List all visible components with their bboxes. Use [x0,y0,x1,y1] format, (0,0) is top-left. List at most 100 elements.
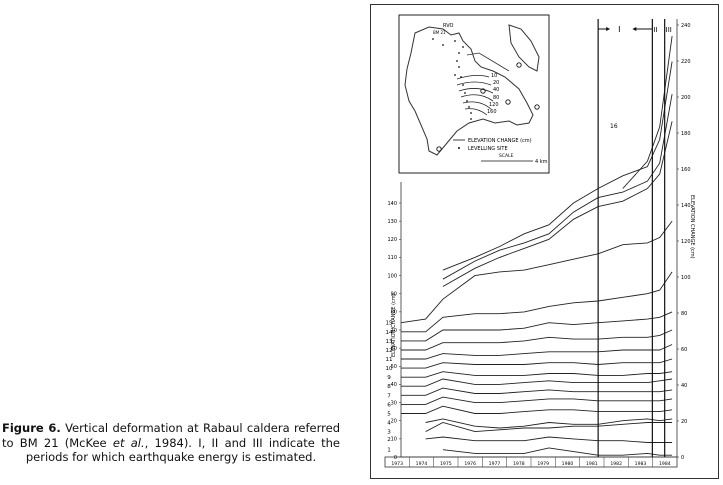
right-tick-label: 20 [681,419,687,425]
right-axis-ticks: 0 20 40 60 80 100 120 140 160 180 200 220 240 [677,23,691,461]
series-line-2 [425,436,673,443]
left-tick-label: 0 [394,455,397,461]
right-tick-label: 180 [681,131,691,137]
inset-map: 10 20 40 80 120 160 RVO BM 21 ELEVATION … [398,14,550,174]
station-label: 5 [387,411,391,417]
left-tick-label: 50 [391,364,397,370]
left-tick-label: 20 [391,419,397,425]
right-tick-label: 160 [681,167,691,173]
station-label: 3 [387,430,391,436]
station-label: 2 [387,437,391,443]
station-label: 9 [387,375,391,381]
coastline-harbour [466,52,510,72]
right-tick-label: 140 [681,203,691,209]
left-tick-label: 40 [391,382,397,388]
right-tick-label: 80 [681,311,687,317]
right-tick-label: 100 [681,275,691,281]
year-label: 1981 [586,461,598,467]
left-tick-label: 100 [387,273,397,279]
station-label: 14 [385,330,393,336]
contour-label: 10 [491,73,497,79]
series-line-upper-17 [442,94,673,280]
left-tick-label: 90 [391,292,397,298]
station-label: 7 [387,393,391,399]
series-line-3 [425,422,673,433]
site-label-bm21: BM 21 [433,30,446,35]
scale-value: 4 km [535,159,548,165]
station-label: 15 [385,321,393,327]
period-label-III: III [666,26,672,34]
period-arrowhead-II [632,27,637,31]
series-line-4 [425,418,673,429]
series-line-5 [401,405,673,414]
series-line-8 [401,378,673,387]
year-label: 1974 [416,461,428,467]
contour-label: 20 [493,80,499,86]
chart-area: 1973 1974 1975 1976 1977 1978 1979 1980 1981 1982… [384,19,695,468]
series-line-13 [401,311,673,342]
station-label: 13 [385,339,393,345]
right-tick-label: 40 [681,383,687,389]
left-tick-label: 30 [391,400,397,406]
left-tick-label: 10 [391,437,397,443]
period-label-I: I [618,25,620,34]
series-line-14 [401,271,673,333]
station-label: 10 [385,366,393,372]
series-line-9 [401,371,673,378]
series-line-15 [400,220,673,324]
legend-dot-symbol [458,147,460,149]
figure-panel: 10 20 40 80 120 160 RVO BM 21 ELEVATION … [370,4,719,479]
right-tick-label: 60 [681,347,687,353]
year-label: 1983 [635,461,647,467]
station-label: 1 [387,448,391,454]
series-line-7 [401,387,673,396]
series-line-6 [401,396,673,405]
left-tick-label: 60 [391,346,397,352]
left-tick-label: 140 [387,201,397,207]
period-label-II: II [653,26,657,34]
left-tick-label: 80 [391,310,397,316]
left-tick-label: 110 [387,255,397,261]
period-arrowhead-I [606,27,611,31]
contour-label: 80 [493,95,499,101]
left-tick-label: 70 [391,328,397,334]
caption-text-1: Vertical deformation at Rabaul caldera r… [2,421,341,450]
elevation-contours [456,75,494,116]
figure-caption: Figure 6. Vertical deformation at Rabaul… [2,421,340,465]
contour-label: 120 [489,102,499,108]
year-label: 1975 [440,461,452,467]
station-label: 11 [385,357,393,363]
deformation-chart: 10 20 40 80 120 160 RVO BM 21 ELEVATION … [384,14,695,468]
left-axis-label: ELEVATION CHANGE (cm) [391,293,397,357]
right-tick-label: 120 [681,239,691,245]
station-label: 6 [387,402,391,408]
inset-map-frame [398,14,550,174]
series-line-11 [401,344,673,360]
caption-text-2: , 1984). I, II and III indicate the peri… [25,435,340,465]
contour-label: 160 [487,109,497,115]
year-label: 1978 [513,461,525,467]
right-tick-label: 220 [681,59,691,65]
right-tick-label: 200 [681,95,691,101]
left-tick-label: 120 [387,237,397,243]
right-tick-label: 0 [681,455,684,461]
year-label: 1977 [489,461,501,467]
right-axis-label: ELEVATION CHANGE (cm) [689,195,695,259]
legend-elevation-label: ELEVATION CHANGE (cm) [468,138,532,144]
levelling-sites [432,38,472,120]
top-curve-label: 16 [610,123,618,130]
year-label: 1980 [562,461,574,467]
series-line-12 [401,329,673,351]
coastline-east [508,24,540,72]
site-label-rvo: RVO [443,23,454,29]
year-label: 1973 [391,461,403,467]
caption-et-al: et al. [112,435,145,450]
year-label: 1979 [537,461,549,467]
scale-label: SCALE [499,153,514,159]
series-line-upper-18 [622,36,673,189]
caldera-coastline [404,26,534,156]
station-label: 12 [385,348,392,354]
figure-caption-label: Figure 6. [2,421,61,435]
